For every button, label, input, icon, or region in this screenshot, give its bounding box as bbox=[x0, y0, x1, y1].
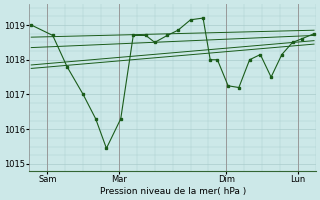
X-axis label: Pression niveau de la mer( hPa ): Pression niveau de la mer( hPa ) bbox=[100, 187, 246, 196]
